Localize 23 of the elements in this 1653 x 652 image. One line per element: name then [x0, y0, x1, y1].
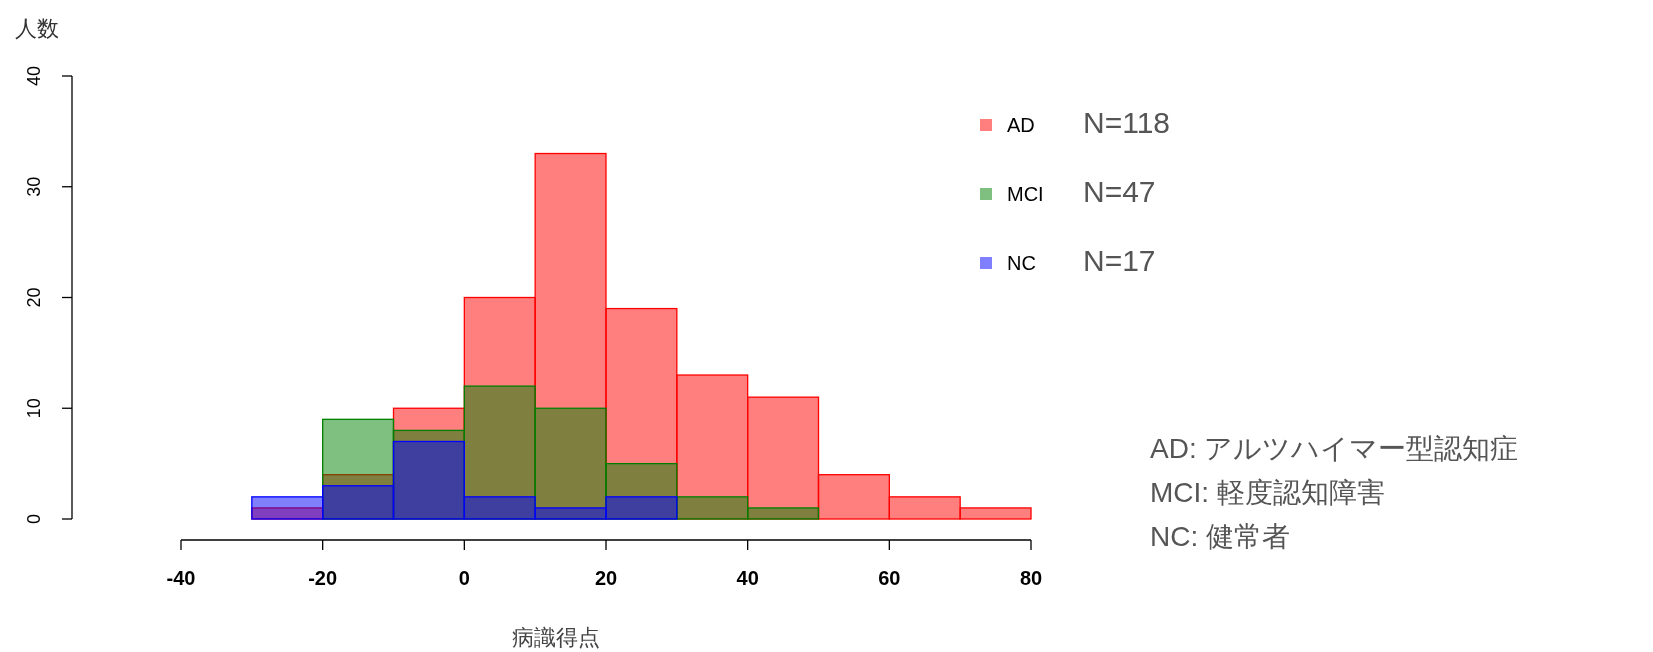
- text: N=118: [1083, 106, 1171, 139]
- legend-label: AD: [1007, 114, 1035, 136]
- y-tick-label: 0: [24, 513, 44, 525]
- y-tick-label: 10: [24, 398, 44, 419]
- x-tick-label: 80: [1019, 567, 1043, 589]
- y-tick-label: 20: [24, 287, 44, 308]
- legend-label: NC: [1007, 252, 1036, 274]
- y-tick-label: 40: [24, 65, 44, 87]
- text: N=47: [1083, 175, 1156, 208]
- y-axis-title: 人数: [15, 16, 59, 41]
- x-axis-title: 病識得点: [512, 625, 600, 650]
- text: NC: 健常者: [1150, 521, 1290, 552]
- x-tick-label: 0: [458, 567, 470, 589]
- text: AD: アルツハイマー型認知症: [1150, 433, 1519, 464]
- y-tick-label: 30: [24, 176, 44, 197]
- text: MCI: 軽度認知障害: [1150, 477, 1385, 508]
- x-tick-label: -40: [166, 567, 196, 589]
- x-tick-label: 60: [878, 567, 901, 589]
- x-tick-label: 20: [594, 567, 618, 589]
- x-tick-label: -20: [308, 567, 338, 589]
- text: N=17: [1083, 244, 1156, 277]
- x-tick-label: 40: [736, 567, 759, 589]
- legend-label: MCI: [1007, 183, 1044, 205]
